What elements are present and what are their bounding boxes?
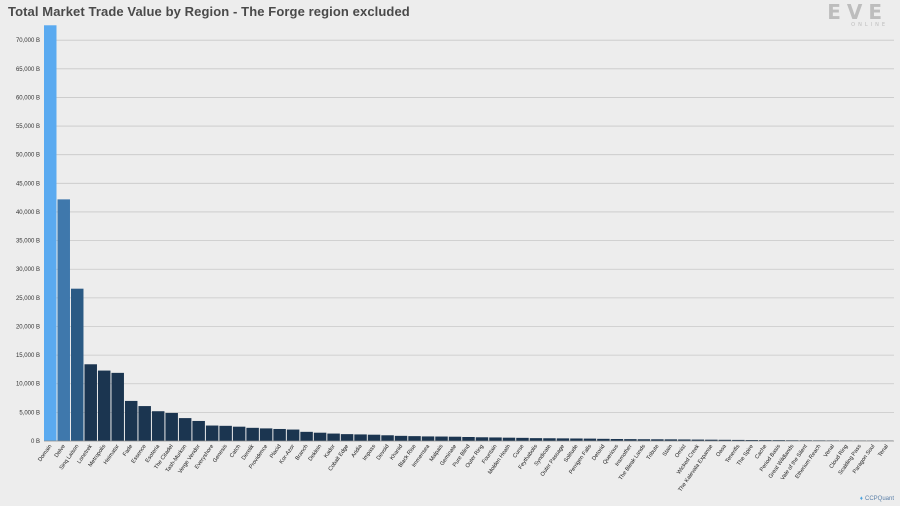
bar xyxy=(691,439,705,441)
x-tick-label: Devoid xyxy=(376,444,391,462)
bar xyxy=(124,400,138,441)
twitter-bird-icon: ♦ xyxy=(859,496,863,502)
bar xyxy=(570,438,583,441)
x-tick-label: Etherium Reach xyxy=(795,444,823,480)
eve-online-logo: EVE ONLINE xyxy=(827,2,888,29)
bar xyxy=(286,429,300,441)
bar xyxy=(246,427,259,441)
bar xyxy=(772,440,786,441)
bar xyxy=(84,364,97,441)
bar xyxy=(381,435,394,441)
bar xyxy=(394,435,408,441)
x-tick-label: Fade xyxy=(122,444,134,458)
bar xyxy=(651,439,664,441)
bar xyxy=(259,428,273,441)
bar xyxy=(273,428,286,441)
y-tick-label: 25,000 B xyxy=(16,296,40,302)
x-tick-label: Delve xyxy=(54,444,67,459)
bar xyxy=(57,199,70,441)
bar xyxy=(313,432,327,441)
x-tick-label: Catch xyxy=(229,444,242,459)
bar xyxy=(367,434,381,441)
y-tick-label: 20,000 B xyxy=(16,324,40,330)
y-tick-label: 0 B xyxy=(31,439,40,445)
bar xyxy=(516,437,529,441)
bar xyxy=(340,434,354,441)
y-tick-label: 35,000 B xyxy=(16,239,40,245)
x-tick-label: Domain xyxy=(37,444,53,463)
bar xyxy=(165,412,178,441)
bar xyxy=(678,439,691,441)
bar xyxy=(556,438,570,441)
gridlines xyxy=(44,39,894,413)
credit: ♦ CCPQuant xyxy=(860,496,894,502)
bar xyxy=(205,425,219,441)
bar xyxy=(610,438,624,441)
bar xyxy=(502,437,516,441)
bar xyxy=(583,438,597,441)
y-tick-label: 30,000 B xyxy=(16,267,40,273)
bar xyxy=(435,436,448,441)
bar xyxy=(70,288,84,441)
x-tick-label: Stain xyxy=(662,444,674,458)
bar xyxy=(192,420,205,441)
chart-title: Total Market Trade Value by Region - The… xyxy=(8,4,410,19)
bar xyxy=(475,437,489,441)
y-tick-label: 70,000 B xyxy=(16,38,40,44)
credit-text: CCPQuant xyxy=(864,496,894,502)
x-tick-label: Kador xyxy=(323,444,337,460)
bar xyxy=(97,370,111,441)
bar xyxy=(462,436,475,441)
bar xyxy=(543,438,556,441)
bar xyxy=(759,440,772,441)
bar xyxy=(421,436,435,441)
bar xyxy=(300,431,313,441)
y-axis-tick-labels: 0 B 5,000 B 10,000 B 15,000 B 20,000 B 25,000… xyxy=(16,38,40,445)
y-tick-label: 60,000 B xyxy=(16,95,40,101)
bar xyxy=(327,433,340,441)
bar xyxy=(705,439,718,441)
x-tick-label: Deklein xyxy=(308,444,324,463)
y-tick-label: 65,000 B xyxy=(16,67,40,73)
bar xyxy=(448,436,462,441)
x-tick-label: Venal xyxy=(823,444,836,459)
bar xyxy=(745,440,759,441)
y-tick-label: 40,000 B xyxy=(16,210,40,216)
bar xyxy=(597,438,610,441)
x-tick-label: Curse xyxy=(512,444,525,460)
bar xyxy=(219,425,232,441)
bar xyxy=(732,439,745,441)
bar xyxy=(354,434,367,441)
bar xyxy=(637,439,651,441)
bar xyxy=(178,418,192,441)
bar xyxy=(408,436,421,441)
logo-wordmark: EVE xyxy=(827,0,888,24)
x-tick-label: Oasa xyxy=(715,443,728,458)
bar xyxy=(151,411,165,441)
y-tick-label: 50,000 B xyxy=(16,153,40,159)
bar xyxy=(111,372,124,441)
y-tick-label: 5,000 B xyxy=(19,410,40,416)
bar xyxy=(489,437,502,441)
bar xyxy=(718,439,732,441)
y-tick-label: 10,000 B xyxy=(16,382,40,388)
bar xyxy=(664,439,678,441)
y-tick-label: 45,000 B xyxy=(16,181,40,187)
bar xyxy=(44,25,57,442)
x-tick-label: Tenal xyxy=(877,444,890,458)
x-tick-label: Impass xyxy=(362,444,377,462)
bar xyxy=(529,438,543,441)
y-tick-label: 55,000 B xyxy=(16,124,40,130)
bar xyxy=(232,426,246,441)
logo-subtitle: ONLINE xyxy=(851,22,888,28)
x-tick-label: Tribute xyxy=(646,444,661,462)
y-tick-label: 15,000 B xyxy=(16,353,40,359)
x-tick-label: Genesis xyxy=(212,444,229,464)
bar xyxy=(624,439,637,441)
bars xyxy=(44,25,893,442)
x-tick-label: Omist xyxy=(674,443,688,459)
bar xyxy=(138,406,151,441)
